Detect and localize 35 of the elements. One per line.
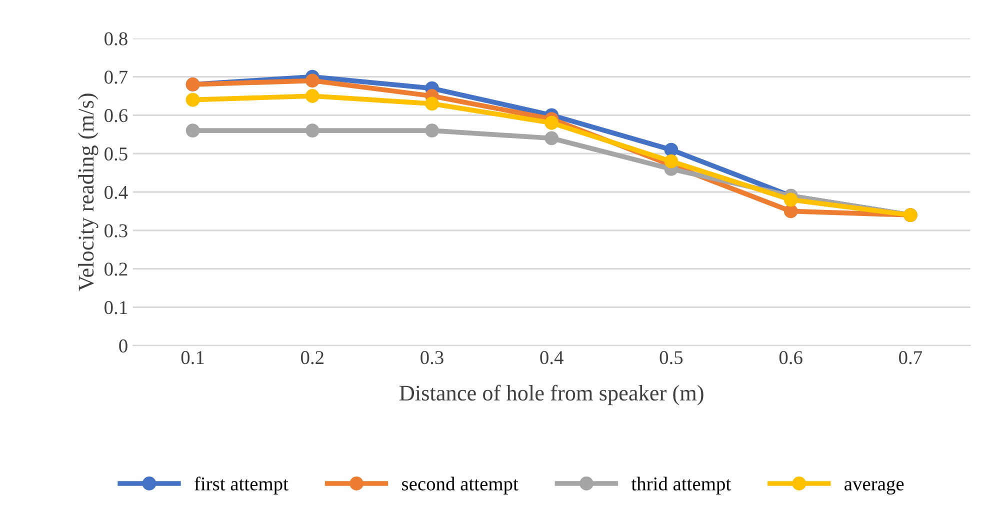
y-tick-label: 0.7 [104, 70, 128, 84]
point [544, 131, 559, 146]
x-tick-label: 0.6 [779, 351, 802, 364]
x-tick-label: 0.3 [420, 351, 444, 364]
x-tick-label: 0.4 [540, 351, 564, 364]
point [544, 116, 559, 130]
point [425, 124, 439, 138]
point [784, 204, 798, 218]
x-tick-label: 0.1 [181, 351, 204, 364]
x-axis-title: Distance of hole from speaker (m) [400, 384, 704, 406]
legend-label: average [844, 480, 904, 494]
y-tick-label: 0.4 [104, 186, 128, 200]
x-tick-label: 0.2 [300, 351, 324, 364]
y-tick-label: 0.1 [104, 301, 127, 314]
point [186, 124, 200, 138]
y-tick-label: 0 [119, 339, 128, 353]
point [784, 192, 798, 207]
point [425, 96, 439, 111]
point [305, 74, 320, 88]
x-tick-label: 0.7 [899, 351, 922, 364]
legend-label: first attempt [194, 476, 288, 494]
y-axis-title: Velocity reading (m/s) [78, 94, 98, 292]
y-tick-label: 0.2 [104, 262, 128, 276]
legend-label: second attempt [402, 476, 518, 494]
point [305, 124, 320, 138]
y-tick-label: 0.5 [104, 147, 128, 161]
point [305, 89, 320, 103]
legend-label: thrid attempt [631, 476, 731, 494]
x-tick-label: 0.5 [660, 351, 683, 364]
y-tick-label: 0.6 [104, 109, 128, 122]
point [664, 154, 678, 168]
y-tick-label: 0.8 [104, 32, 128, 46]
point [664, 142, 678, 157]
y-tick-label: 0.3 [104, 224, 128, 238]
point [186, 92, 200, 107]
